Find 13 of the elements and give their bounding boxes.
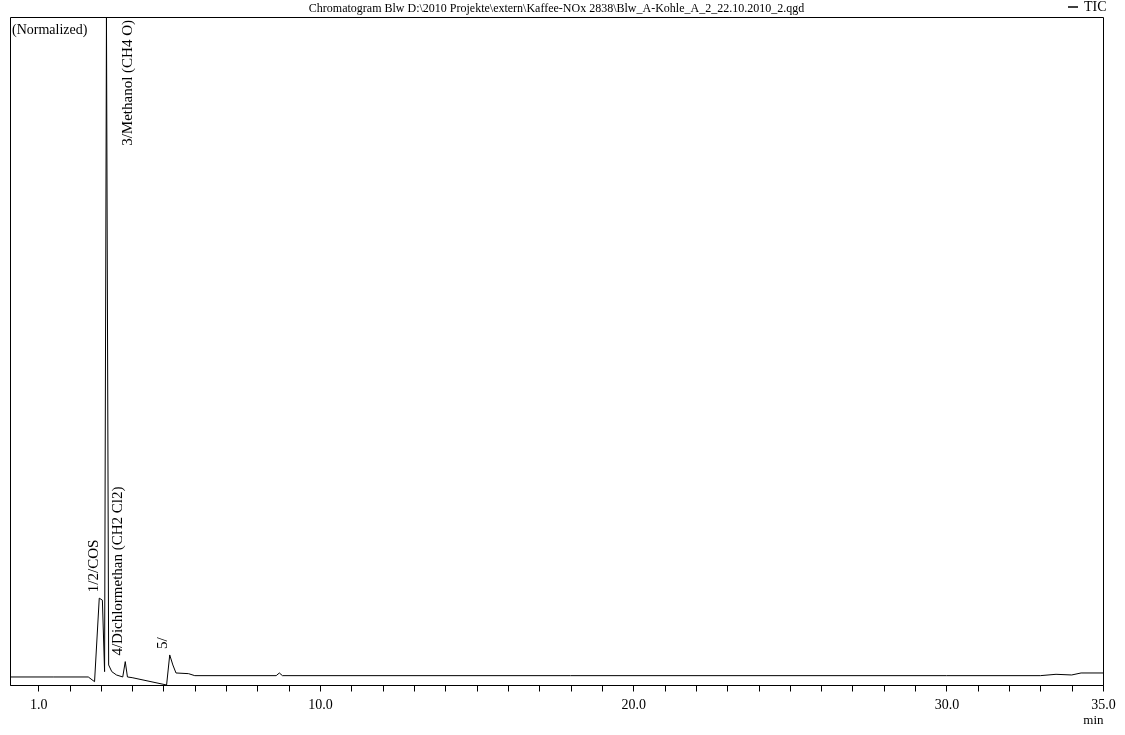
- x-axis-title: min: [1083, 711, 1104, 727]
- chart-title: Chromatogram Blw D:\2010 Projekte\extern\Kaffee-NOx 2838\Blw_A-Kohle_A_2_22.10.2010_2.qgd: [308, 1, 805, 15]
- x-tick-label: 35.0: [1091, 696, 1116, 712]
- y-axis-title: (Normalized): [12, 22, 88, 38]
- annotation: 4/Dichlormethan (CH2 Cl2): [109, 486, 127, 656]
- x-tick-label: 30.0: [934, 696, 960, 712]
- annotation: 1/2/COS: [84, 539, 101, 593]
- x-tick-label: 10.0: [308, 696, 333, 712]
- x-tick-label: 1.0: [29, 696, 48, 712]
- x-tick-label: 20.0: [621, 696, 646, 712]
- legend-label: TIC: [1084, 0, 1107, 14]
- annotation: 5/: [153, 636, 170, 649]
- annotation: 3/Methanol (CH4 O): [119, 20, 137, 146]
